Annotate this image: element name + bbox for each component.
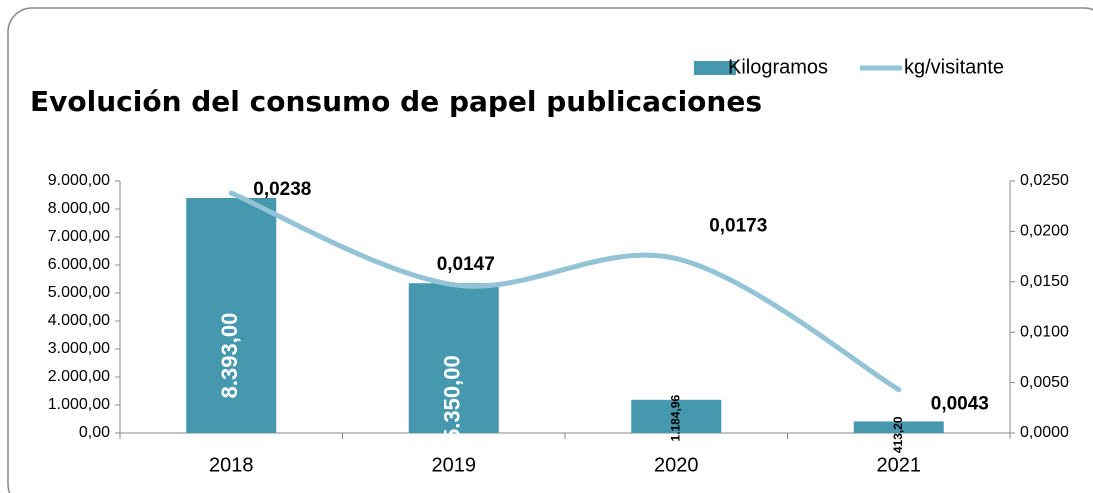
y-tick-label: 0,00 [79,424,110,441]
y-tick-label: 3.000,00 [48,340,110,357]
chart-title: Evolución del consumo de papel publicaci… [30,85,762,118]
bar [631,399,722,433]
y2-tick-label: 0,0100 [1020,323,1069,340]
y2-tick-label: 0,0050 [1020,374,1069,391]
bar [408,283,499,433]
x-tick-label: 2018 [209,454,254,476]
y2-tick-label: 0,0150 [1020,273,1069,290]
y-tick-label: 9.000,00 [48,172,110,189]
y-tick-label: 2.000,00 [48,368,110,385]
bar-value-label: 8.393,00 [217,313,242,399]
line-value-label: 0,0147 [437,254,495,275]
y-tick-label: 4.000,00 [48,312,110,329]
line-value-label: 0,0238 [253,179,311,200]
legend-label: Kilogramos [728,56,828,78]
line-value-label: 0,0173 [709,216,767,237]
y-tick-label: 6.000,00 [48,256,110,273]
line [228,190,902,393]
chart-frame [7,7,1093,493]
legend-label: kg/visitante [904,56,1004,78]
bar-value-label: 5.350,00 [440,355,465,441]
y2-tick-label: 0,0250 [1020,172,1069,189]
bar-value-label: 1.184,96 [668,395,682,442]
bar [186,197,277,433]
x-tick-label: 2020 [654,454,699,476]
y-tick-label: 7.000,00 [48,228,110,245]
y-tick-label: 1.000,00 [48,396,110,413]
y-tick-label: 5.000,00 [48,284,110,301]
bar-value-label: 413,20 [891,416,905,453]
legend-swatch [694,61,736,75]
bar [853,421,944,433]
y-tick-label: 8.000,00 [48,200,110,217]
x-tick-label: 2019 [432,454,477,476]
y2-tick-label: 0,0000 [1020,424,1069,441]
y2-tick-label: 0,0200 [1020,223,1069,240]
line-value-label: 0,0043 [931,394,989,415]
x-tick-label: 2021 [877,454,922,476]
